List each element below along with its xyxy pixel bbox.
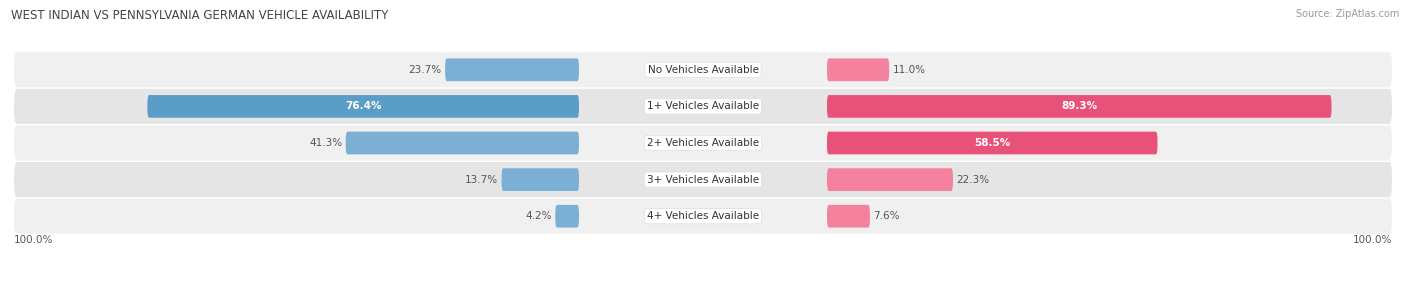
FancyBboxPatch shape — [827, 205, 870, 228]
Text: No Vehicles Available: No Vehicles Available — [648, 65, 758, 75]
Text: 3+ Vehicles Available: 3+ Vehicles Available — [647, 175, 759, 184]
Text: 13.7%: 13.7% — [465, 175, 498, 184]
Text: 41.3%: 41.3% — [309, 138, 342, 148]
FancyBboxPatch shape — [14, 89, 1392, 124]
FancyBboxPatch shape — [14, 162, 1392, 197]
FancyBboxPatch shape — [502, 168, 579, 191]
Text: 2+ Vehicles Available: 2+ Vehicles Available — [647, 138, 759, 148]
Text: 100.0%: 100.0% — [1353, 235, 1392, 245]
FancyBboxPatch shape — [827, 58, 889, 81]
FancyBboxPatch shape — [346, 132, 579, 154]
Text: 4+ Vehicles Available: 4+ Vehicles Available — [647, 211, 759, 221]
Text: 11.0%: 11.0% — [893, 65, 925, 75]
Text: 100.0%: 100.0% — [14, 235, 53, 245]
FancyBboxPatch shape — [446, 58, 579, 81]
FancyBboxPatch shape — [14, 126, 1392, 160]
Text: 22.3%: 22.3% — [956, 175, 990, 184]
FancyBboxPatch shape — [827, 132, 1157, 154]
Text: 7.6%: 7.6% — [873, 211, 900, 221]
Text: 1+ Vehicles Available: 1+ Vehicles Available — [647, 102, 759, 111]
Text: 76.4%: 76.4% — [344, 102, 381, 111]
FancyBboxPatch shape — [148, 95, 579, 118]
FancyBboxPatch shape — [555, 205, 579, 228]
FancyBboxPatch shape — [14, 199, 1392, 234]
Text: 4.2%: 4.2% — [526, 211, 551, 221]
Text: 23.7%: 23.7% — [409, 65, 441, 75]
Text: 58.5%: 58.5% — [974, 138, 1011, 148]
FancyBboxPatch shape — [827, 95, 1331, 118]
Text: WEST INDIAN VS PENNSYLVANIA GERMAN VEHICLE AVAILABILITY: WEST INDIAN VS PENNSYLVANIA GERMAN VEHIC… — [11, 9, 388, 21]
FancyBboxPatch shape — [827, 168, 953, 191]
Text: 89.3%: 89.3% — [1062, 102, 1097, 111]
FancyBboxPatch shape — [14, 52, 1392, 87]
Text: Source: ZipAtlas.com: Source: ZipAtlas.com — [1295, 9, 1399, 19]
